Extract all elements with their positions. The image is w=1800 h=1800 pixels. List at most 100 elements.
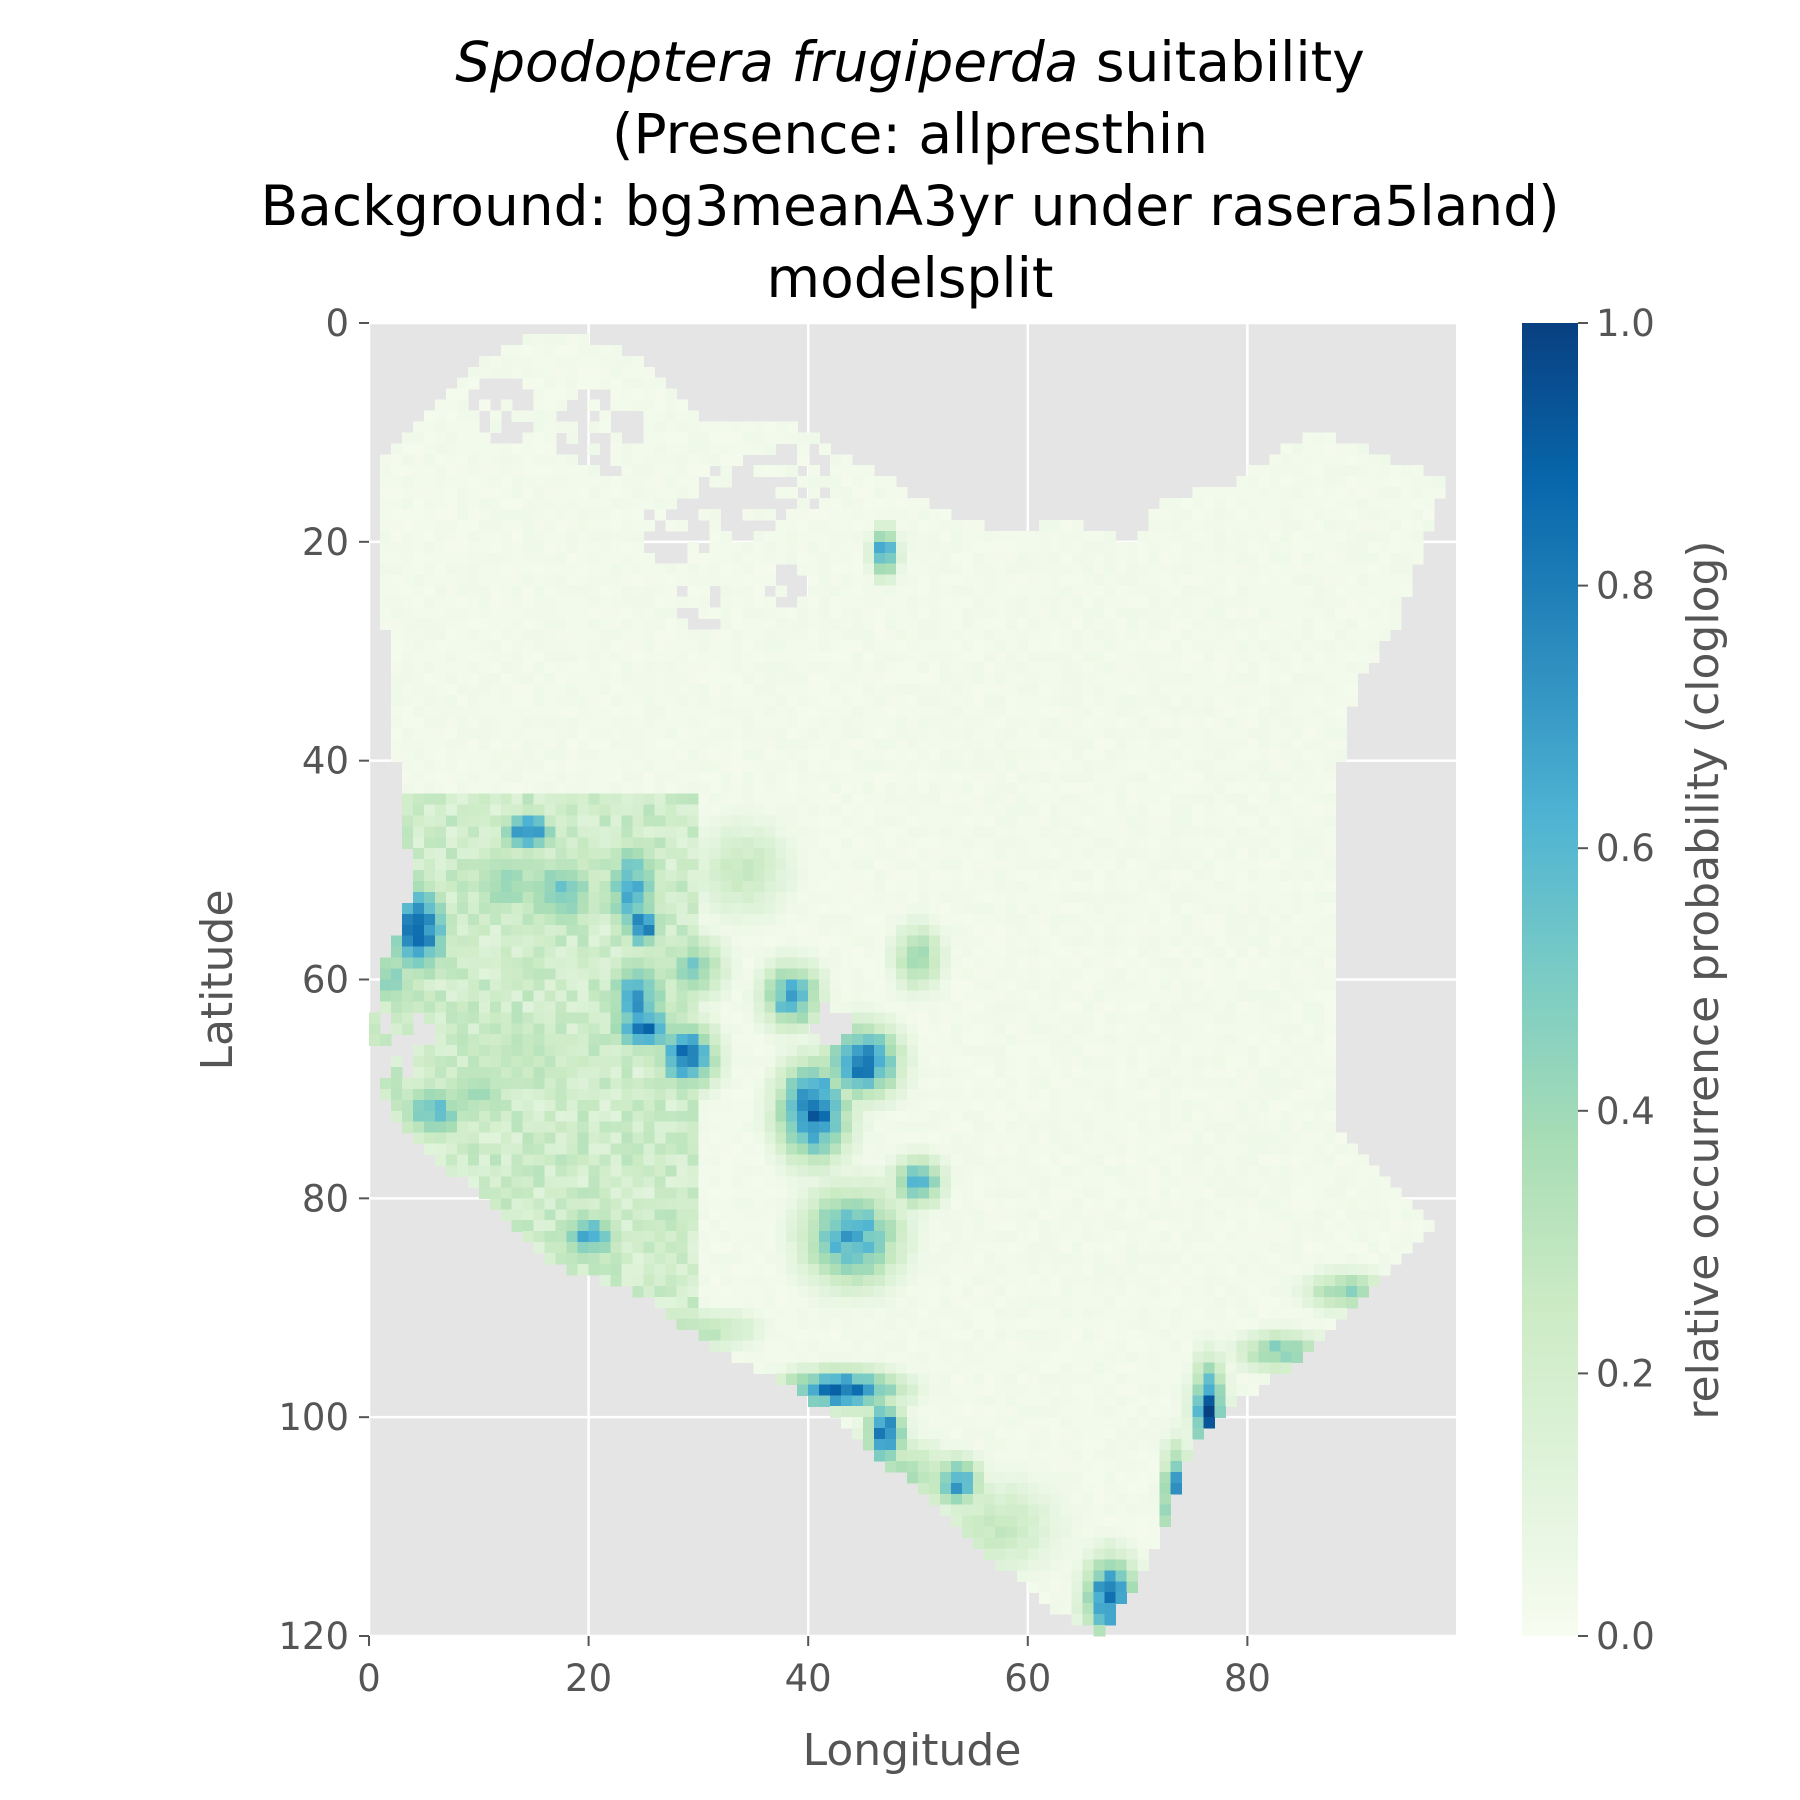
heatmap-cell: [489, 662, 502, 674]
heatmap-cell: [983, 695, 996, 707]
heatmap-cell: [961, 629, 974, 641]
heatmap-cell: [1269, 465, 1281, 477]
heatmap-cell: [412, 530, 425, 543]
heatmap-cell: [390, 749, 403, 762]
heatmap-cell: [1313, 498, 1325, 510]
heatmap-cell: [928, 782, 941, 795]
heatmap-cell: [478, 837, 491, 849]
heatmap-cell: [1104, 673, 1117, 685]
heatmap-cell: [566, 815, 579, 827]
heatmap-cell: [917, 826, 930, 838]
heatmap-cell: [599, 563, 612, 576]
heatmap-cell: [917, 574, 930, 587]
heatmap-cell: [478, 1067, 491, 1079]
heatmap-cell: [423, 749, 436, 762]
heatmap-cell: [928, 716, 941, 729]
heatmap-cell: [1313, 695, 1325, 707]
heatmap-cell: [950, 519, 963, 532]
heatmap-cell: [390, 640, 403, 652]
heatmap-cell: [1060, 804, 1073, 816]
heatmap-cell: [983, 585, 996, 598]
heatmap-cell: [412, 541, 425, 554]
heatmap-cell: [874, 935, 886, 948]
heatmap-cell: [907, 771, 919, 784]
heatmap-cell: [434, 530, 447, 543]
heatmap-cell: [852, 749, 864, 762]
heatmap-cell: [1115, 804, 1128, 816]
heatmap-cell: [950, 1034, 963, 1046]
heatmap-cell: [698, 881, 710, 893]
heatmap-cell: [819, 684, 831, 696]
heatmap-cell: [1060, 848, 1073, 860]
heatmap-cell: [478, 957, 491, 970]
heatmap-cell: [1170, 673, 1183, 685]
heatmap-cell: [599, 618, 612, 630]
heatmap-cell: [885, 498, 897, 510]
heatmap-cell: [555, 870, 568, 882]
heatmap-cell: [687, 870, 699, 882]
heatmap-cell: [1181, 935, 1194, 948]
heatmap-cell: [1093, 695, 1106, 707]
heatmap-cell: [467, 946, 480, 959]
heatmap-cell: [1137, 782, 1150, 795]
heatmap-cell: [577, 640, 590, 652]
heatmap-cell: [610, 924, 623, 937]
heatmap-cell: [994, 881, 1007, 893]
heatmap-cell: [961, 574, 974, 587]
heatmap-cell: [1324, 902, 1336, 915]
heatmap-cell: [1357, 629, 1369, 641]
heatmap-cell: [1269, 607, 1281, 620]
heatmap-cell: [797, 640, 809, 652]
heatmap-cell: [764, 935, 776, 948]
heatmap-cell: [687, 1045, 699, 1057]
heatmap-cell: [654, 563, 667, 576]
heatmap-cell: [1049, 935, 1062, 948]
heatmap-cell: [489, 1023, 502, 1035]
heatmap-cell: [401, 629, 414, 641]
heatmap-cell: [1269, 913, 1281, 926]
heatmap-cell: [863, 804, 875, 816]
heatmap-cell: [1346, 618, 1358, 630]
heatmap-cell: [709, 979, 721, 992]
heatmap-cell: [599, 651, 612, 663]
heatmap-cell: [1060, 1023, 1073, 1035]
heatmap-cell: [950, 651, 963, 663]
heatmap-cell: [401, 782, 414, 795]
heatmap-cell: [753, 902, 765, 915]
heatmap-cell: [665, 607, 678, 620]
heatmap-cell: [1038, 738, 1051, 751]
heatmap-cell: [1093, 771, 1106, 784]
heatmap-cell: [709, 421, 721, 434]
heatmap-cell: [961, 695, 974, 707]
heatmap-cell: [698, 760, 710, 773]
heatmap-cell: [434, 596, 447, 609]
heatmap-cell: [1313, 716, 1325, 729]
heatmap-cell: [423, 454, 436, 466]
heatmap-cell: [467, 421, 480, 434]
heatmap-cell: [972, 815, 985, 827]
heatmap-cell: [676, 519, 689, 532]
heatmap-cell: [599, 585, 612, 598]
heatmap-cell: [775, 629, 787, 641]
heatmap-cell: [830, 815, 842, 827]
heatmap-cell: [1203, 1067, 1216, 1079]
heatmap-cell: [1192, 607, 1205, 620]
heatmap-cell: [1236, 716, 1248, 729]
heatmap-cell: [907, 530, 919, 543]
heatmap-cell: [874, 618, 886, 630]
heatmap-cell: [1313, 443, 1325, 455]
heatmap-cell: [983, 848, 996, 860]
heatmap-cell: [742, 607, 754, 620]
heatmap-cell: [632, 924, 645, 937]
heatmap-cell: [1016, 881, 1029, 893]
heatmap-cell: [423, 870, 436, 882]
heatmap-cell: [566, 563, 579, 576]
heatmap-cell: [720, 574, 732, 587]
heatmap-cell: [1137, 749, 1150, 762]
heatmap-cell: [599, 498, 612, 510]
heatmap-cell: [950, 684, 963, 696]
heatmap-cell: [643, 618, 656, 630]
heatmap-cell: [720, 596, 732, 609]
heatmap-cell: [1104, 618, 1117, 630]
heatmap-cell: [1159, 979, 1172, 992]
